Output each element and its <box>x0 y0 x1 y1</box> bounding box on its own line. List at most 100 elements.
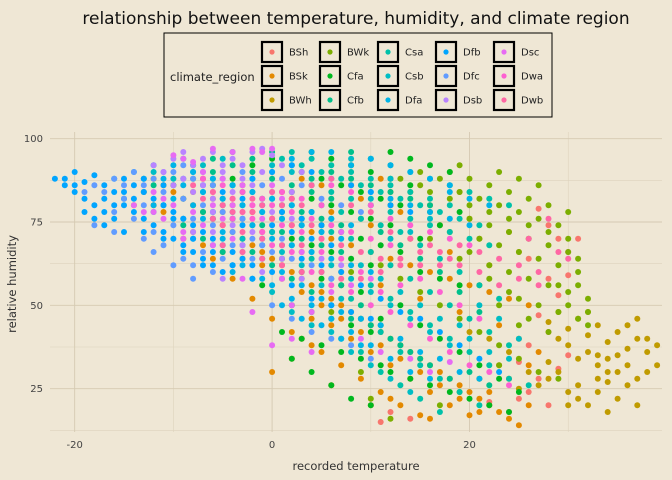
data-point-Dfb <box>357 282 364 289</box>
data-point-Dsc <box>190 209 197 215</box>
legend-marker-Dsc <box>501 49 507 55</box>
data-point-BSk <box>308 315 315 322</box>
data-point-BWh <box>545 359 552 365</box>
data-point-Dfa <box>239 262 246 269</box>
legend-label-BSk: BSk <box>289 72 308 83</box>
legend-marker-BWk <box>327 49 333 55</box>
data-point-Cfb <box>249 249 256 255</box>
data-point-BWk <box>466 175 473 182</box>
data-point-Cfb <box>397 242 404 249</box>
data-point-Dwb <box>436 262 443 269</box>
data-point-Dfb <box>229 249 236 255</box>
data-point-Dfa <box>269 195 276 202</box>
data-point-Dfc <box>111 175 118 182</box>
data-point-Dsc <box>229 235 236 242</box>
y-tick-label: 75 <box>30 218 43 229</box>
data-point-Csb <box>466 335 473 342</box>
data-point-Dfc <box>308 262 315 269</box>
data-point-Cfa <box>446 389 453 395</box>
data-point-Dwb <box>417 249 424 255</box>
y-axis-label: relative humidity <box>5 235 19 333</box>
data-point-Dfb <box>61 182 68 189</box>
data-point-Csa <box>446 229 453 235</box>
legend-marker-Dfa <box>385 97 391 103</box>
data-point-Cfb <box>427 362 433 369</box>
data-point-BWh <box>644 369 651 375</box>
data-point-Dfa <box>308 249 315 255</box>
data-point-Csb <box>387 175 394 182</box>
data-point-Dfc <box>190 215 197 222</box>
data-point-Dwb <box>239 229 246 235</box>
data-point-Dfb <box>328 302 335 309</box>
data-point-BWh <box>565 389 572 395</box>
data-point-Csa <box>397 382 404 389</box>
data-point-Cfb <box>288 182 295 189</box>
data-point-Dsc <box>308 349 315 355</box>
data-point-Dfb <box>180 215 187 222</box>
data-point-Dsc <box>239 275 246 282</box>
y-tick-label: 25 <box>30 384 43 395</box>
data-point-Csa <box>436 375 443 382</box>
data-point-BWh <box>624 345 631 352</box>
data-point-Dfc <box>111 209 118 215</box>
data-point-Dwa <box>446 235 453 242</box>
data-point-BWk <box>575 282 582 289</box>
data-point-Dwb <box>298 202 305 209</box>
data-point-BWk <box>565 235 572 242</box>
data-point-BSk <box>288 329 295 335</box>
data-point-Dfb <box>200 262 206 269</box>
data-point-Dfb <box>91 172 98 179</box>
data-point-BWk <box>417 289 424 295</box>
data-point-Dsc <box>130 202 137 209</box>
data-point-Dfb <box>140 215 147 222</box>
data-point-Dsc <box>338 229 345 235</box>
data-point-Dfa <box>466 195 473 202</box>
data-point-BSk <box>308 342 315 349</box>
data-point-Dfa <box>387 195 394 202</box>
data-point-Dfb <box>239 222 246 229</box>
data-points <box>51 145 661 429</box>
data-point-Dfb <box>229 262 236 269</box>
data-point-Cfb <box>476 309 483 315</box>
data-point-Csb <box>348 349 355 355</box>
data-point-Dwb <box>476 269 483 275</box>
data-point-Dfc <box>239 169 246 175</box>
data-point-BSh <box>387 409 394 415</box>
data-point-Csb <box>328 262 335 269</box>
data-point-Dfc <box>298 182 305 189</box>
data-point-Cfa <box>417 269 424 275</box>
data-point-Dwb <box>535 269 542 275</box>
data-point-BWh <box>614 352 621 359</box>
data-point-BWk <box>506 269 512 275</box>
data-point-Dwb <box>318 235 325 242</box>
data-point-BWk <box>446 195 453 202</box>
data-point-BWk <box>575 255 582 262</box>
data-point-Dfa <box>348 262 355 269</box>
data-point-Dfb <box>81 209 88 215</box>
data-point-Dsb <box>239 162 246 169</box>
data-point-BSk <box>496 322 503 329</box>
data-point-Cfb <box>387 335 394 342</box>
data-point-BSk <box>328 295 335 302</box>
data-point-BWh <box>594 322 601 329</box>
data-point-BWk <box>545 202 552 209</box>
grid-lines <box>50 132 662 432</box>
data-point-Cfb <box>407 349 414 355</box>
legend-item-BWk: BWk <box>318 40 369 64</box>
data-point-Csb <box>170 175 177 182</box>
data-point-Dsc <box>150 209 157 215</box>
data-point-BWk <box>575 315 582 322</box>
data-point-Csa <box>427 289 433 295</box>
data-point-BWk <box>585 309 591 315</box>
data-point-Cfa <box>348 255 355 262</box>
data-point-Dsc <box>308 309 315 315</box>
data-point-BWk <box>555 262 562 269</box>
data-point-Dfc <box>209 222 216 229</box>
data-point-Dfc <box>328 335 335 342</box>
data-point-BWh <box>614 395 621 402</box>
data-point-Csa <box>397 229 404 235</box>
data-point-BSk <box>229 275 236 282</box>
data-point-Dwb <box>219 242 226 249</box>
data-point-Csa <box>456 389 463 395</box>
data-point-Csb <box>506 355 512 362</box>
